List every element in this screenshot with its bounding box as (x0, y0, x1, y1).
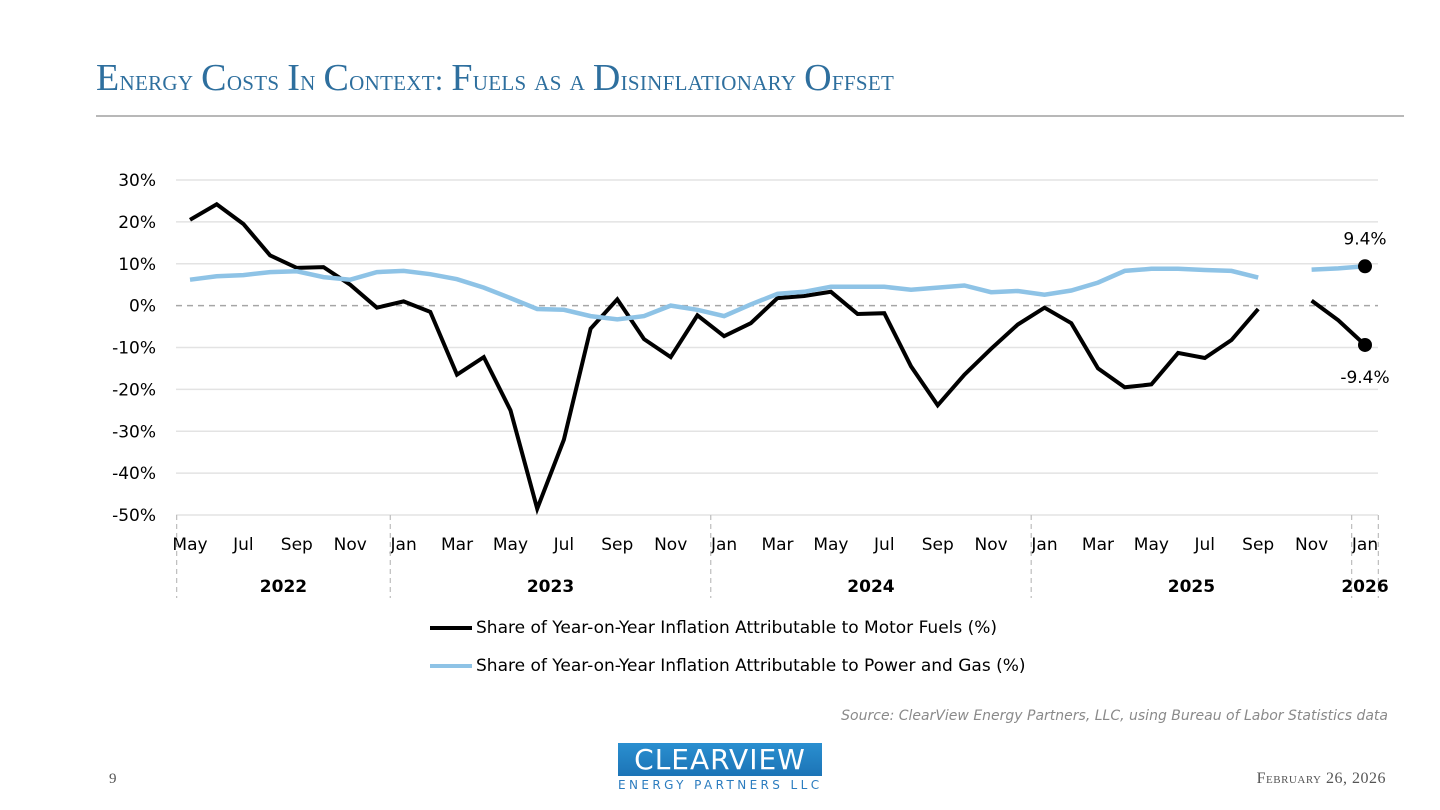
year-label: 2026 (1341, 577, 1388, 597)
x-axis-ticks: May Jul Sep Nov Jan Mar May Jul Sep Nov Jan Mar May J… (172, 515, 1389, 598)
x-tick-label: Nov (975, 535, 1008, 555)
x-tick-label: Mar (441, 535, 473, 555)
x-tick-label: Jul (232, 535, 254, 555)
series-line-power-gas (189, 264, 1366, 322)
end-marker-power-gas (1358, 259, 1372, 274)
x-tick-label: Jul (553, 535, 575, 555)
logo-main-text: CLEARVIEW (618, 743, 822, 776)
title-word: as (534, 64, 562, 97)
x-tick-label: Jan (390, 535, 417, 555)
x-tick-label: Jul (873, 535, 895, 555)
source-note: Source: ClearView Energy Partners, LLC, … (841, 708, 1388, 724)
title-word: Energy (96, 57, 194, 99)
y-tick-label: -50% (112, 506, 156, 526)
gridlines (176, 179, 1378, 516)
title-word: Disinflationary (592, 57, 797, 99)
page-title: Energy Costs In Context: Fuels as a Disi… (96, 56, 894, 100)
legend-swatch-motor-fuels (430, 626, 472, 630)
title-word: In (287, 57, 316, 99)
title-word: Context: (323, 57, 444, 99)
x-tick-label: May (1134, 535, 1169, 555)
legend-item-motor-fuels: Share of Year-on-Year Inflation Attribut… (430, 618, 997, 638)
x-tick-label: May (493, 535, 528, 555)
line-chart: 30% 20% 10% 0% -10% -20% -30% -40% -50% May Jul Se… (112, 171, 1390, 598)
report-date: February 26, 2026 (1256, 770, 1386, 787)
x-tick-label: Sep (601, 535, 633, 555)
logo-sub-text: ENERGY PARTNERS LLC (618, 778, 823, 792)
x-tick-label: Mar (1082, 535, 1114, 555)
x-tick-label: Jan (710, 535, 737, 555)
y-tick-label: -30% (112, 422, 156, 442)
y-tick-label: -10% (112, 339, 156, 359)
x-tick-label: Jan (1351, 535, 1378, 555)
title-word: Fuels (451, 57, 527, 99)
x-tick-label: May (172, 535, 207, 555)
y-tick-label: 20% (118, 213, 156, 233)
y-tick-label: 10% (118, 255, 156, 275)
end-label-motor-fuels: -9.4% (1340, 368, 1389, 388)
year-label: 2025 (1168, 577, 1215, 597)
x-tick-label: Jul (1194, 535, 1216, 555)
series-line-motor-fuels (188, 201, 1367, 516)
page-number: 9 (109, 771, 117, 787)
company-logo: CLEARVIEW ENERGY PARTNERS LLC (618, 743, 822, 792)
end-marker-motor-fuels (1358, 337, 1372, 352)
year-label: 2023 (527, 577, 574, 597)
y-tick-label: 30% (118, 171, 156, 191)
legend-item-power-gas: Share of Year-on-Year Inflation Attribut… (430, 656, 1026, 676)
end-label-power-gas: 9.4% (1343, 229, 1386, 249)
x-tick-label: May (813, 535, 848, 555)
series-lines (188, 201, 1367, 516)
y-tick-label: -20% (112, 380, 156, 400)
x-tick-label: Nov (654, 535, 687, 555)
y-axis-ticks: 30% 20% 10% 0% -10% -20% -30% -40% -50% (112, 171, 156, 526)
x-tick-label: Sep (1242, 535, 1274, 555)
x-tick-label: Jan (1030, 535, 1057, 555)
title-divider (96, 115, 1404, 117)
end-markers: -9.4% 9.4% (1340, 229, 1389, 388)
legend-label-power-gas: Share of Year-on-Year Inflation Attribut… (476, 656, 1026, 676)
year-label: 2022 (260, 577, 307, 597)
y-tick-label: 0% (129, 297, 156, 317)
legend-label-motor-fuels: Share of Year-on-Year Inflation Attribut… (476, 618, 998, 638)
x-tick-label: Nov (1295, 535, 1328, 555)
x-tick-label: Mar (761, 535, 793, 555)
x-tick-label: Sep (922, 535, 954, 555)
x-tick-label: Nov (334, 535, 367, 555)
title-word: Costs (201, 57, 280, 99)
y-tick-label: -40% (112, 464, 156, 484)
title-word: a (569, 64, 586, 97)
x-tick-label: Sep (281, 535, 313, 555)
legend-swatch-power-gas (430, 664, 472, 668)
year-label: 2024 (847, 577, 894, 597)
title-word: Offset (804, 57, 895, 99)
